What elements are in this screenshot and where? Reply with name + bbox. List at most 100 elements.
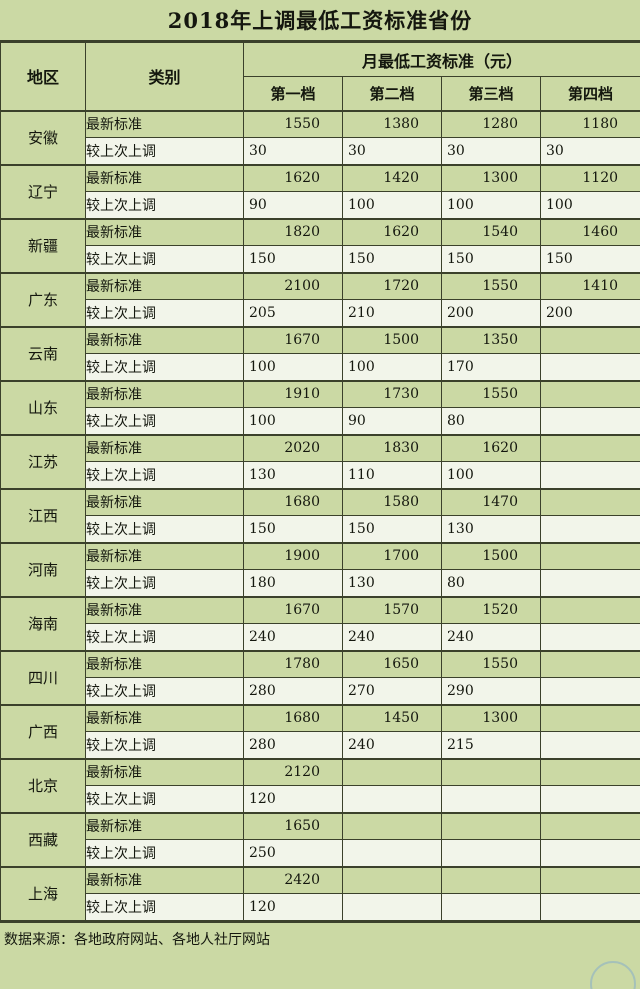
category-cell-standard: 最新标准	[85, 757, 244, 786]
table-row: 广西 最新标准 1680 1450 1300	[0, 703, 640, 759]
table-row: 安徽 最新标准 1550 1380 1280 1180	[0, 109, 640, 165]
region-cell: 广东	[0, 271, 86, 327]
standard-value-tier-3: 1500	[441, 541, 541, 570]
category-cell-adjustment: 较上次上调	[85, 623, 244, 651]
region-cell: 上海	[0, 865, 86, 921]
table-header-row-2: 第一档 第二档 第三档 第四档	[1, 76, 640, 111]
region-cell: 山东	[0, 379, 86, 435]
adjustment-value-tier-2: 100	[342, 353, 442, 381]
standard-value-tier-1: 1670	[243, 325, 343, 354]
table-row: 较上次上调 280 240 215	[1, 731, 640, 759]
adjustment-value-tier-3: 200	[441, 299, 541, 327]
table-row: 河南 最新标准 1900 1700 1500	[0, 541, 640, 597]
adjustment-value-tier-2: 150	[342, 515, 442, 543]
standard-value-tier-3: 1550	[441, 379, 541, 408]
adjustment-value-tier-1: 205	[243, 299, 343, 327]
standard-value-tier-2: 1450	[342, 703, 442, 732]
standard-value-tier-2	[342, 757, 442, 786]
category-cell-standard: 最新标准	[85, 109, 244, 138]
table-row: 较上次上调 180 130 80	[1, 569, 640, 597]
adjustment-value-tier-3	[441, 839, 541, 867]
standard-value-tier-1: 2100	[243, 271, 343, 300]
standard-value-tier-2: 1830	[342, 433, 442, 462]
region-cell: 江苏	[0, 433, 86, 489]
category-cell-standard: 最新标准	[85, 325, 244, 354]
standard-value-tier-4	[539, 325, 640, 354]
standard-value-tier-3: 1300	[441, 163, 541, 192]
standard-value-tier-4	[539, 379, 640, 408]
adjustment-value-tier-4	[539, 839, 640, 867]
adjustment-value-tier-4	[539, 893, 640, 921]
category-cell-adjustment: 较上次上调	[85, 785, 244, 813]
table-row: 较上次上调 150 150 150 150	[1, 245, 640, 273]
category-cell-adjustment: 较上次上调	[85, 515, 244, 543]
adjustment-value-tier-3: 150	[441, 245, 541, 273]
standard-value-tier-4: 1410	[539, 271, 640, 300]
source-footer: 数据来源：各地政府网站、各地人社厅网站	[0, 921, 640, 954]
adjustment-value-tier-1: 100	[243, 407, 343, 435]
category-cell-adjustment: 较上次上调	[85, 731, 244, 759]
adjustment-value-tier-1: 280	[243, 677, 343, 705]
standard-value-tier-1: 1650	[243, 811, 343, 840]
table-row: 江西 最新标准 1680 1580 1470	[0, 487, 640, 543]
adjustment-value-tier-1: 120	[243, 785, 343, 813]
table-row: 云南 最新标准 1670 1500 1350	[0, 325, 640, 381]
adjustment-value-tier-2: 270	[342, 677, 442, 705]
adjustment-value-tier-2: 130	[342, 569, 442, 597]
category-cell-standard: 最新标准	[85, 595, 244, 624]
table-row: 较上次上调 100 100 170	[1, 353, 640, 381]
standard-value-tier-4	[539, 757, 640, 786]
table-row: 较上次上调 205 210 200 200	[1, 299, 640, 327]
table-row: 江苏 最新标准 2020 1830 1620	[0, 433, 640, 489]
standard-value-tier-4: 1120	[539, 163, 640, 192]
table-row: 较上次上调 130 110 100	[1, 461, 640, 489]
category-cell-adjustment: 较上次上调	[85, 461, 244, 489]
table-row: 较上次上调 30 30 30 30	[1, 137, 640, 165]
standard-value-tier-3: 1550	[441, 649, 541, 678]
region-cell: 河南	[0, 541, 86, 597]
standard-value-tier-2: 1380	[342, 109, 442, 138]
adjustment-value-tier-3	[441, 785, 541, 813]
table-row: 西藏 最新标准 1650	[0, 811, 640, 867]
table-row: 较上次上调 250	[1, 839, 640, 867]
standard-value-tier-1: 1670	[243, 595, 343, 624]
category-cell-standard: 最新标准	[85, 433, 244, 462]
standard-value-tier-2	[342, 865, 442, 894]
category-cell-standard: 最新标准	[85, 217, 244, 246]
table-header: 地区 类别 月最低工资标准（元） 第一档 第二档 第三档 第四档	[0, 42, 640, 111]
column-header-tier-2: 第二档	[342, 76, 442, 111]
category-cell-standard: 最新标准	[85, 487, 244, 516]
adjustment-value-tier-2: 90	[342, 407, 442, 435]
standard-value-tier-4	[539, 595, 640, 624]
adjustment-value-tier-4: 100	[539, 191, 640, 219]
adjustment-value-tier-1: 130	[243, 461, 343, 489]
source-text: 数据来源：各地政府网站、各地人社厅网站	[4, 931, 270, 948]
table-row: 辽宁 最新标准 1620 1420 1300 1120	[0, 163, 640, 219]
category-cell-standard: 最新标准	[85, 271, 244, 300]
standard-value-tier-1: 1910	[243, 379, 343, 408]
adjustment-value-tier-4: 200	[539, 299, 640, 327]
standard-value-tier-1: 2020	[243, 433, 343, 462]
standard-value-tier-4: 1180	[539, 109, 640, 138]
standard-value-tier-4	[539, 811, 640, 840]
standard-value-tier-4	[539, 649, 640, 678]
adjustment-value-tier-2: 150	[342, 245, 442, 273]
adjustment-value-tier-3: 100	[441, 191, 541, 219]
standard-value-tier-1: 1900	[243, 541, 343, 570]
standard-value-tier-4	[539, 865, 640, 894]
column-header-region: 地区	[0, 42, 86, 111]
adjustment-value-tier-1: 120	[243, 893, 343, 921]
adjustment-value-tier-4	[539, 353, 640, 381]
standard-value-tier-3: 1350	[441, 325, 541, 354]
standard-value-tier-2: 1580	[342, 487, 442, 516]
page-title: 2018年上调最低工资标准省份	[167, 8, 473, 33]
adjustment-value-tier-3: 170	[441, 353, 541, 381]
minimum-wage-table: 地区 类别 月最低工资标准（元） 第一档 第二档 第三档 第四档 安徽 最新标准 1…	[0, 42, 640, 921]
standard-value-tier-3: 1300	[441, 703, 541, 732]
adjustment-value-tier-3: 80	[441, 569, 541, 597]
table-row: 较上次上调 150 150 130	[1, 515, 640, 543]
region-cell: 广西	[0, 703, 86, 759]
standard-value-tier-2: 1570	[342, 595, 442, 624]
category-cell-adjustment: 较上次上调	[85, 191, 244, 219]
standard-value-tier-2: 1700	[342, 541, 442, 570]
